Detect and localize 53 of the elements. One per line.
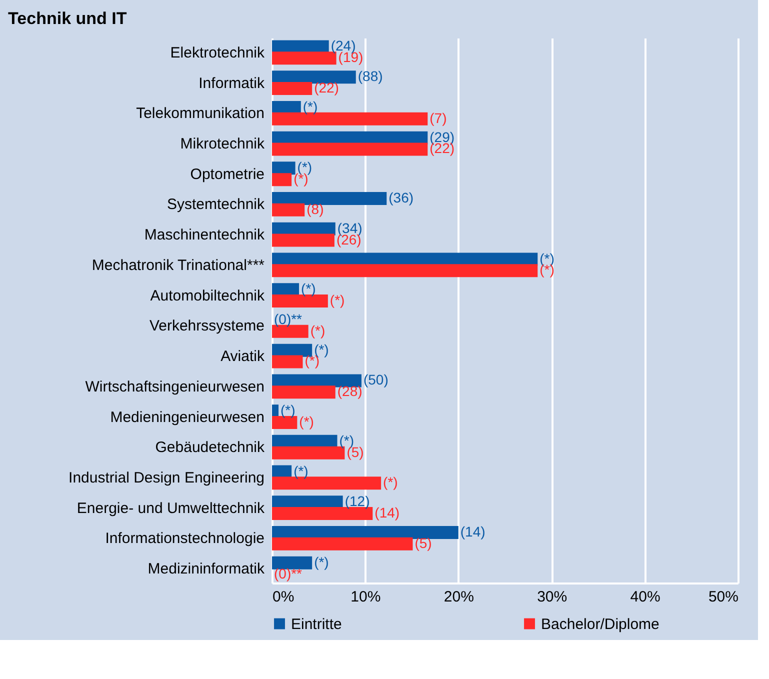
annotation: (22) [314, 79, 339, 96]
legend-label: Eintritte [291, 616, 342, 633]
y-tick-label: Automobiltechnik [150, 287, 265, 304]
y-tick-label: Wirtschaftsingenieurwesen [85, 378, 264, 396]
annotation: (*) [294, 462, 308, 479]
annotation: (*) [314, 554, 329, 570]
y-tick-label: Systemtechnik [166, 196, 265, 214]
annotation: (50) [363, 372, 388, 388]
annotation: (0)** [274, 310, 303, 327]
annotation: (*) [280, 402, 296, 418]
annotation: (*) [540, 250, 554, 266]
annotation: (*) [301, 280, 316, 297]
annotation: (*) [339, 432, 354, 448]
x-tick-label: 10% [350, 588, 381, 606]
annotation: (29) [430, 128, 455, 145]
annotation: (28) [337, 383, 362, 400]
annotation: (*) [314, 341, 329, 358]
text: Technik und IT [8, 9, 128, 28]
y-tick-label: Informationstechnologie [105, 530, 264, 548]
y-tick-label: Maschinentechnik [144, 226, 265, 244]
annotation: (*) [302, 98, 318, 114]
annotation: (0)** [274, 565, 303, 582]
x-tick-label: 40% [630, 588, 660, 606]
x-tick-label: 30% [537, 588, 568, 606]
x-tick-label: 20% [444, 588, 474, 606]
annotation: (*) [330, 292, 345, 308]
x-tick-label: 50% [708, 588, 738, 606]
legend-label: Bachelor/Diplome [541, 616, 660, 633]
annotation: (*) [383, 474, 398, 490]
y-tick-label: Telekommunikation [136, 105, 264, 122]
y-tick-label: Informatik [198, 74, 265, 92]
annotation: (8) [306, 200, 324, 217]
annotation: (*) [310, 322, 326, 338]
y-tick-label: Elektrotechnik [170, 44, 265, 62]
y-tick-label: Optometrie [190, 166, 264, 183]
annotation: (*) [299, 413, 314, 430]
y-tick-label: Medizininformatik [148, 560, 265, 578]
annotation: (14) [460, 524, 486, 540]
annotation: (36) [388, 190, 414, 206]
annotation: (7) [430, 110, 447, 126]
y-tick-label: Industrial Design Engineering [68, 469, 264, 486]
y-tick-label: Energie- und Umwelttechnik [76, 500, 265, 517]
y-tick-label: Mikrotechnik [180, 136, 265, 153]
y-tick-label: Aviatik [220, 348, 265, 366]
y-tick-label: Medieningenieurwesen [110, 408, 264, 426]
y-tick-label: Gebäudetechnik [155, 439, 265, 456]
y-tick-label: Mechatronik Trinational*** [92, 256, 265, 274]
annotation: (5) [414, 534, 432, 551]
x-tick-label: 0% [272, 588, 294, 606]
annotation: (14) [374, 504, 400, 521]
y-tick-label: Verkehrssysteme [149, 318, 264, 335]
annotation: (88) [358, 68, 383, 84]
annotation: (12) [344, 493, 370, 510]
